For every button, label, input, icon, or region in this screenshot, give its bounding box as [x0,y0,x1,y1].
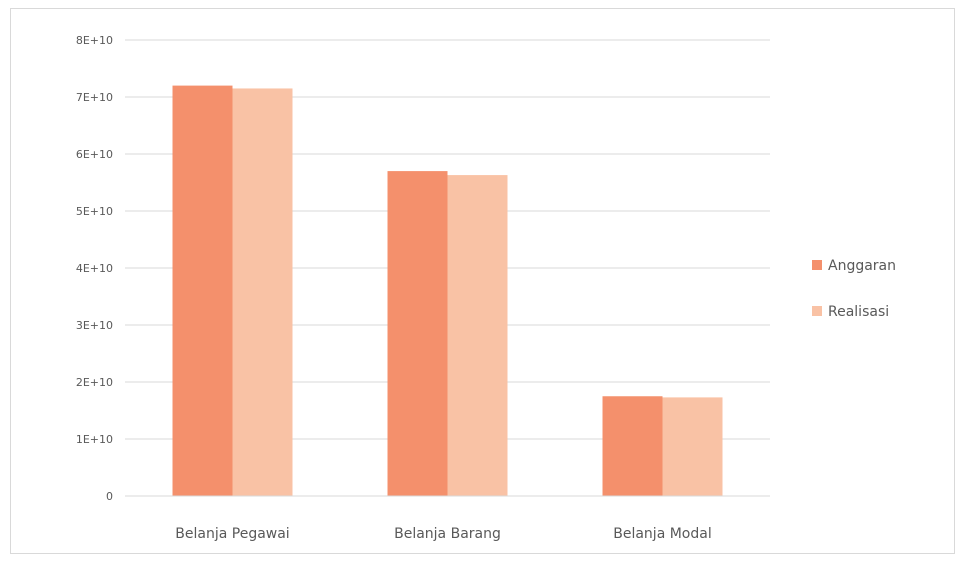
legend-swatch-realisasi [812,306,822,316]
x-category-label: Belanja Modal [613,526,711,542]
y-tick-label: 4E+10 [76,262,113,275]
y-tick-label: 3E+10 [76,319,113,332]
y-tick-label: 5E+10 [76,205,113,218]
x-category-label: Belanja Pegawai [175,526,289,542]
y-tick-label: 2E+10 [76,376,113,389]
bar-anggaran-2 [602,396,663,496]
legend-swatch-anggaran [812,260,822,270]
x-category-label: Belanja Barang [394,526,501,542]
legend-label-anggaran: Anggaran [828,258,896,274]
y-axis-ticks: 0 1E+10 2E+10 3E+10 4E+10 5E+10 6E+10 7E+10 8E+1… [76,34,113,503]
bar-realisasi-1 [447,175,508,496]
bar-realisasi-2 [662,397,723,496]
legend-label-realisasi: Realisasi [828,304,889,320]
y-tick-label: 8E+10 [76,34,113,47]
bars [172,85,723,496]
y-tick-label: 6E+10 [76,148,113,161]
y-tick-label: 0 [106,490,113,503]
bar-realisasi-0 [232,88,293,496]
y-tick-label: 7E+10 [76,91,113,104]
legend: Anggaran Realisasi [812,258,896,320]
x-axis-categories: Belanja Pegawai Belanja Barang Belanja Mod… [175,526,711,542]
bar-anggaran-0 [172,85,233,496]
y-tick-label: 1E+10 [76,433,113,446]
bar-anggaran-1 [387,171,448,496]
